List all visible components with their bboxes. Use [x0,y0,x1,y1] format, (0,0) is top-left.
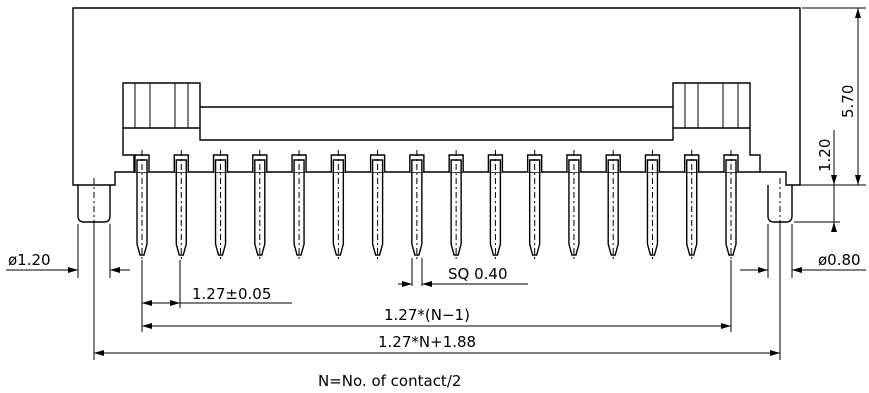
right-boss [767,178,793,228]
pin [212,150,229,262]
dim-body-height-label: 1.20 [816,139,834,172]
dim-body-height: 1.20 [794,130,840,232]
pin [330,150,347,262]
dim-total-height: 5.70 [790,7,866,186]
dim-overall-length: 1.27*N+1.88 [93,226,781,360]
left-boss [77,178,111,228]
dim-pin-span: 1.27*(N−1) [142,260,732,332]
pin [644,150,661,262]
pin-array [134,150,739,262]
pin [684,150,700,262]
pin [723,150,739,262]
dim-pitch-label: 1.27±0.05 [192,285,271,303]
dim-pin-span-label: 1.27*(N−1) [384,306,470,324]
dim-pitch: 1.27±0.05 [141,260,292,332]
inner-seat [123,107,750,141]
dim-pin-size: SQ 0.40 [398,258,528,287]
pin [448,150,464,262]
pin [252,150,268,262]
dim-left-boss-diameter: ø1.20 [6,224,130,278]
pin [487,150,504,262]
dim-pin-size-label: SQ 0.40 [448,265,508,283]
pin [566,150,582,262]
contact-count-note: N=No. of contact/2 [318,372,461,390]
dim-right-boss-label: ø0.80 [818,251,861,269]
dim-total-height-label: 5.70 [839,85,857,118]
dim-left-boss-label: ø1.20 [8,251,51,269]
dim-overall-length-label: 1.27*N+1.88 [378,333,476,351]
pin [369,150,386,262]
right-latch [672,82,751,129]
pin [409,150,425,262]
pin [173,150,189,262]
pin [291,150,307,262]
pin [526,150,543,262]
left-latch [122,82,201,129]
pin [605,150,621,262]
dim-right-boss-diameter: ø0.80 [740,224,866,278]
pin [134,150,150,262]
